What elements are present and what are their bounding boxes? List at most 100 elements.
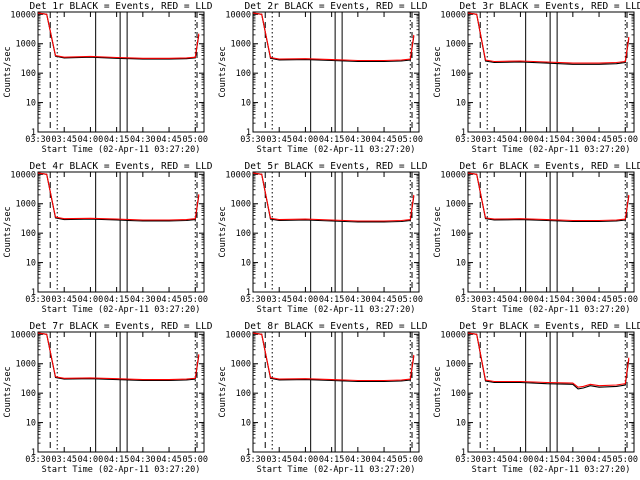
y-tick-label: 10000	[10, 10, 36, 20]
y-tick-label: 10	[456, 419, 466, 429]
y-tick-label: 100	[236, 389, 251, 399]
y-tick-label: 100	[21, 229, 36, 239]
x-tick-label: 04:15	[319, 295, 345, 305]
lld-line	[252, 172, 415, 222]
y-tick-label: 100	[21, 69, 36, 79]
x-axis-label: Start Time (02-Apr-11 03:27:20)	[472, 305, 631, 315]
chart-panel-1: Det 1r BLACK = Events, RED = LLD 1 10 100 10…	[3, 1, 213, 155]
chart-panel-8: Det 8r BLACK = Events, RED = LLD 1 10 100 10…	[218, 321, 428, 475]
y-tick-label: 1	[461, 288, 466, 298]
x-tick-label: 03:45	[481, 135, 507, 145]
y-tick-label: 100	[451, 69, 466, 79]
y-tick-label: 10	[241, 259, 251, 269]
y-tick-label: 100	[451, 389, 466, 399]
y-tick-label: 1	[461, 128, 466, 138]
y-tick-label: 1000	[16, 40, 36, 50]
chart-title: Det 4r BLACK = Events, RED = LLD	[29, 161, 212, 172]
events-line	[467, 332, 630, 390]
y-tick-label: 100	[236, 69, 251, 79]
x-tick-label: 04:00	[293, 295, 319, 305]
x-tick-label: 03:30	[455, 295, 481, 305]
y-tick-label: 1000	[446, 360, 466, 370]
plot-frame	[252, 331, 420, 453]
chart-panel-4: Det 4r BLACK = Events, RED = LLD 1 10 100 10…	[3, 161, 213, 315]
chart-title: Det 8r BLACK = Events, RED = LLD	[244, 321, 427, 332]
x-tick-label: 04:00	[293, 455, 319, 465]
x-tick-label: 04:45	[156, 455, 182, 465]
x-tick-label: 04:30	[345, 455, 371, 465]
x-tick-label: 03:30	[240, 455, 266, 465]
x-axis-label: Start Time (02-Apr-11 03:27:20)	[42, 145, 201, 155]
y-axis-label: Counts/sec	[218, 366, 228, 417]
x-tick-label: 04:45	[371, 135, 397, 145]
y-tick-label: 1000	[16, 360, 36, 370]
chart-title: Det 9r BLACK = Events, RED = LLD	[459, 321, 640, 332]
lld-line	[252, 12, 415, 62]
x-tick-label: 05:00	[612, 135, 638, 145]
x-tick-label: 03:45	[266, 135, 292, 145]
x-tick-label: 03:45	[481, 455, 507, 465]
chart-title: Det 3r BLACK = Events, RED = LLD	[459, 1, 640, 12]
y-axis-label: Counts/sec	[218, 46, 228, 97]
y-tick-label: 1	[31, 128, 36, 138]
x-axis-label: Start Time (02-Apr-11 03:27:20)	[257, 305, 416, 315]
y-axis-label: Counts/sec	[3, 46, 13, 97]
x-tick-label: 04:15	[104, 295, 130, 305]
y-tick-label: 10000	[440, 10, 466, 20]
x-tick-label: 03:45	[266, 295, 292, 305]
y-axis-label: Counts/sec	[3, 206, 13, 257]
x-tick-label: 04:15	[104, 135, 130, 145]
y-tick-label: 1000	[231, 360, 251, 370]
x-tick-label: 03:30	[455, 135, 481, 145]
chart-panel-3: Det 3r BLACK = Events, RED = LLD 1 10 100 10…	[433, 1, 640, 155]
x-axis-label: Start Time (02-Apr-11 03:27:20)	[257, 145, 416, 155]
x-tick-label: 04:30	[345, 135, 371, 145]
events-line	[37, 332, 200, 382]
lld-line	[467, 332, 630, 388]
plot-frame	[467, 331, 635, 453]
chart-title: Det 5r BLACK = Events, RED = LLD	[244, 161, 427, 172]
events-line	[467, 12, 630, 65]
plot-frame	[252, 171, 420, 293]
x-tick-label: 05:00	[397, 295, 423, 305]
lld-line	[467, 12, 630, 64]
lld-line	[467, 172, 630, 222]
chart-panel-7: Det 7r BLACK = Events, RED = LLD 1 10 100 10…	[3, 321, 213, 475]
y-tick-label: 1000	[446, 200, 466, 210]
x-tick-label: 04:00	[293, 135, 319, 145]
plot-frame	[37, 331, 205, 453]
x-tick-label: 03:30	[25, 295, 51, 305]
y-tick-label: 10000	[440, 170, 466, 180]
x-tick-label: 04:45	[586, 455, 612, 465]
x-axis-label: Start Time (02-Apr-11 03:27:20)	[257, 465, 416, 475]
events-line	[252, 12, 415, 63]
x-tick-label: 04:00	[78, 295, 104, 305]
chart-title: Det 6r BLACK = Events, RED = LLD	[459, 161, 640, 172]
y-axis-label: Counts/sec	[218, 206, 228, 257]
x-tick-label: 04:45	[156, 135, 182, 145]
y-axis-label: Counts/sec	[433, 366, 443, 417]
events-line	[37, 172, 200, 222]
lld-line	[37, 12, 200, 59]
y-tick-label: 1	[461, 448, 466, 458]
x-tick-label: 04:15	[319, 135, 345, 145]
x-tick-label: 03:30	[25, 135, 51, 145]
x-tick-label: 04:30	[130, 295, 156, 305]
chart-title: Det 7r BLACK = Events, RED = LLD	[29, 321, 212, 332]
y-tick-label: 100	[451, 229, 466, 239]
y-axis-label: Counts/sec	[433, 46, 443, 97]
x-tick-label: 04:30	[130, 135, 156, 145]
y-tick-label: 100	[21, 389, 36, 399]
y-tick-label: 10	[241, 419, 251, 429]
x-tick-label: 05:00	[182, 455, 208, 465]
chart-panel-2: Det 2r BLACK = Events, RED = LLD 1 10 100 10…	[218, 1, 428, 155]
x-tick-label: 03:45	[51, 295, 77, 305]
x-tick-label: 04:00	[508, 455, 534, 465]
x-tick-label: 04:30	[345, 295, 371, 305]
x-tick-label: 04:00	[78, 135, 104, 145]
y-tick-label: 10000	[10, 170, 36, 180]
events-line	[467, 172, 630, 223]
x-tick-label: 05:00	[397, 135, 423, 145]
y-tick-label: 1000	[16, 200, 36, 210]
x-tick-label: 05:00	[182, 135, 208, 145]
